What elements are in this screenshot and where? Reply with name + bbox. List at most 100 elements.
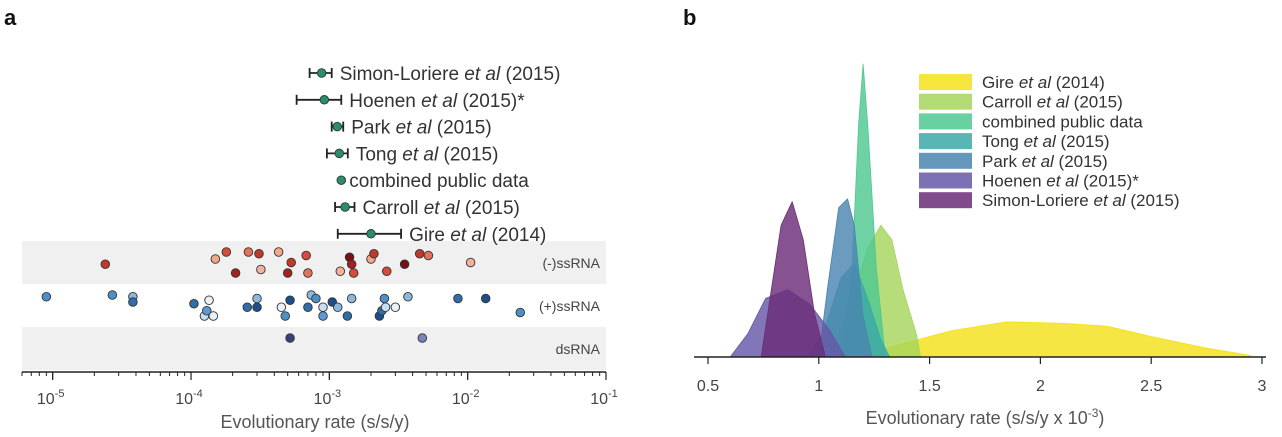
- legend-etal-5: et al: [1046, 172, 1079, 191]
- band-1-background: [22, 284, 606, 327]
- band-0-point-20: [414, 248, 425, 259]
- study-1-year: (2015)*: [457, 91, 525, 112]
- study-3-point: [334, 148, 345, 159]
- legend-label-6: Simon-Loriere et al (2015): [982, 191, 1180, 210]
- band-1-point-29: [403, 292, 413, 302]
- band-0-point-3: [230, 268, 241, 278]
- legend-year-5: (2015)*: [1078, 172, 1139, 191]
- band-1-point-31: [480, 293, 491, 304]
- study-6-point: [366, 229, 376, 239]
- legend: Gire et al (2014)Carroll et al (2015)com…: [919, 73, 1180, 210]
- legend-name-6: Simon-Loriere: [982, 191, 1094, 210]
- band-2-label: dsRNA: [556, 341, 601, 357]
- legend-label-1: Carroll et al (2015): [982, 93, 1123, 112]
- study-1-etal: et al: [421, 91, 458, 112]
- study-5-year: (2015): [460, 198, 520, 219]
- band-1-point-4: [189, 299, 199, 309]
- band-1-point-10: [252, 302, 262, 313]
- study-1-point: [319, 95, 330, 105]
- band-2-point-1: [417, 333, 428, 343]
- band-0-point-6: [256, 264, 266, 275]
- x-tick-label-a-0: 10-5: [37, 388, 65, 408]
- band-1-point-6: [202, 306, 212, 316]
- chart-a: (-)ssRNA (+)ssRNA dsRNA Simon-Loriere et a…: [21, 64, 618, 432]
- legend-swatch-4: [919, 152, 972, 169]
- band-0-point-4: [243, 247, 254, 257]
- x-tick-label-b-4: 2.5: [1140, 378, 1162, 395]
- band-1-point-23: [346, 293, 357, 304]
- band-0-point-12: [335, 266, 346, 277]
- band-0-point-19: [399, 259, 410, 270]
- species-points: [41, 247, 526, 343]
- band-1-label: (+)ssRNA: [539, 298, 601, 314]
- legend-etal-6: et al: [1094, 191, 1127, 210]
- band-0-point-10: [301, 250, 311, 261]
- study-estimates: Simon-Loriere et al (2015) Hoenen et al (…: [295, 64, 561, 246]
- study-3-label: Tong et al (2015): [356, 144, 499, 165]
- band-0-point-15: [348, 268, 359, 278]
- legend-name-3: Tong: [982, 132, 1024, 151]
- legend-swatch-2: [919, 113, 972, 130]
- chart-b: 0.5 1 1.5 2 2.5 3 Gire et al (2014)Carroll et…: [694, 63, 1267, 428]
- band-1-point-11: [252, 293, 262, 304]
- x-axis-label-b-exponent: -3: [1088, 406, 1099, 420]
- study-5-label: Carroll et al (2015): [362, 198, 519, 219]
- study-2-point: [332, 121, 342, 132]
- band-2-background: [22, 327, 606, 370]
- legend-etal-1: et al: [1037, 93, 1070, 112]
- band-1-point-27: [380, 302, 391, 313]
- legend-year-1: (2015): [1069, 93, 1123, 112]
- x-tick-exp-a-1: -4: [193, 388, 203, 400]
- x-tick-label-b-2: 1.5: [918, 378, 940, 395]
- legend-swatch-0: [919, 74, 972, 90]
- legend-swatch-3: [919, 133, 972, 150]
- band-1-point-8: [208, 311, 219, 321]
- study-0-name: Simon-Loriere: [340, 64, 465, 85]
- band-0-point-9: [286, 257, 296, 268]
- band-1-point-17: [311, 293, 321, 304]
- band-1-point-21: [332, 302, 343, 313]
- legend-name-0: Gire: [982, 73, 1019, 92]
- study-0-etal: et al: [464, 64, 501, 85]
- legend-label-3: Tong et al (2015): [982, 132, 1110, 151]
- legend-label-5: Hoenen et al (2015)*: [982, 172, 1139, 191]
- legend-etal-3: et al: [1024, 132, 1057, 151]
- study-3-year: (2015): [438, 144, 498, 165]
- band-0-point-14: [346, 259, 357, 270]
- x-axis-label-b-text: Evolutionary rate (s/s/y x 10: [866, 408, 1088, 428]
- band-1-point-22: [342, 311, 353, 321]
- density-areas: [729, 63, 1252, 358]
- x-axis-a: 10-5 10-4 10-3 10-2 10-1: [21, 371, 618, 408]
- band-1-point-30: [453, 293, 463, 304]
- x-tick-base-a-1: 10: [175, 391, 193, 408]
- panel-a-label: a: [4, 5, 17, 30]
- x-tick-label-a-4: 10-1: [590, 388, 618, 408]
- band-1-point-0: [41, 292, 52, 302]
- legend-year-6: (2015): [1126, 191, 1180, 210]
- x-tick-label-a-2: 10-3: [314, 388, 342, 408]
- band-1-point-1: [107, 290, 118, 300]
- study-5-name: Carroll: [362, 198, 423, 219]
- study-6-etal: et al: [450, 225, 487, 246]
- study-2-name: Park: [351, 118, 395, 139]
- study-0-label: Simon-Loriere et al (2015): [340, 64, 561, 85]
- x-tick-exp-a-3: -2: [470, 388, 480, 400]
- x-axis-label-b-suffix: ): [1098, 408, 1104, 428]
- x-tick-label-b-0: 0.5: [697, 378, 719, 395]
- band-0-point-22: [465, 257, 476, 268]
- band-1-point-26: [379, 293, 390, 304]
- x-tick-label-a-3: 10-2: [452, 388, 480, 408]
- band-1-point-12: [276, 302, 287, 313]
- legend-name-5: Hoenen: [982, 172, 1046, 191]
- band-1-point-18: [318, 302, 328, 313]
- band-0-point-0: [100, 259, 111, 270]
- legend-label-0: Gire et al (2014): [982, 73, 1105, 92]
- study-6-year: (2014): [486, 225, 546, 246]
- legend-year-0: (2014): [1051, 73, 1105, 92]
- band-0-point-21: [423, 250, 434, 261]
- band-1-point-15: [303, 302, 313, 313]
- legend-label-2: combined public data: [982, 112, 1143, 131]
- x-tick-base-a-0: 10: [37, 391, 55, 408]
- legend-swatch-5: [919, 172, 972, 189]
- band-1-point-3: [128, 297, 138, 307]
